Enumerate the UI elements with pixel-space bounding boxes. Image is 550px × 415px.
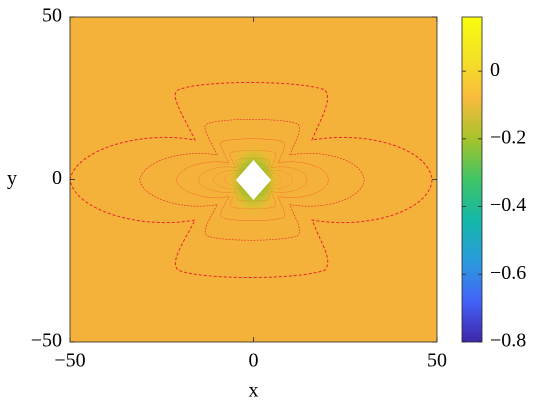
obstacle (236, 160, 271, 200)
colorbar-tick-label: −0.4 (490, 194, 526, 216)
x-axis-label: x (249, 380, 259, 402)
y-tick-label: 0 (52, 167, 62, 189)
y-tick-label: 50 (42, 5, 62, 27)
colorbar-tick-label: −0.6 (490, 262, 526, 284)
x-tick-label: 50 (427, 350, 447, 372)
colorbar-tick-label: 0 (490, 59, 500, 81)
colorbar-tick-label: −0.8 (490, 330, 526, 352)
colorbar-tick-label: −0.2 (490, 126, 526, 148)
x-tick-label: −50 (54, 350, 85, 372)
y-axis-label: y (7, 168, 17, 190)
x-tick-label: 0 (249, 350, 259, 372)
colorbar-frame (461, 16, 483, 343)
colorbar (462, 17, 482, 342)
y-tick-label: −50 (31, 330, 62, 352)
